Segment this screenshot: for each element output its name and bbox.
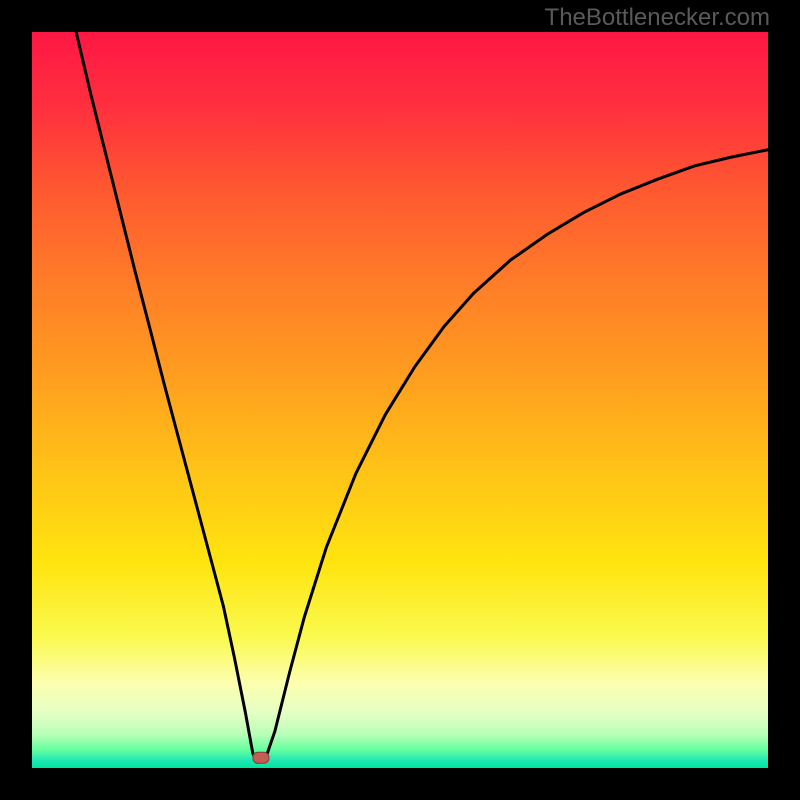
plot-background bbox=[32, 32, 768, 768]
chart-stage: TheBottlenecker.com bbox=[0, 0, 800, 800]
bottleneck-curve-chart bbox=[0, 0, 800, 800]
optimal-point-marker bbox=[253, 752, 269, 763]
